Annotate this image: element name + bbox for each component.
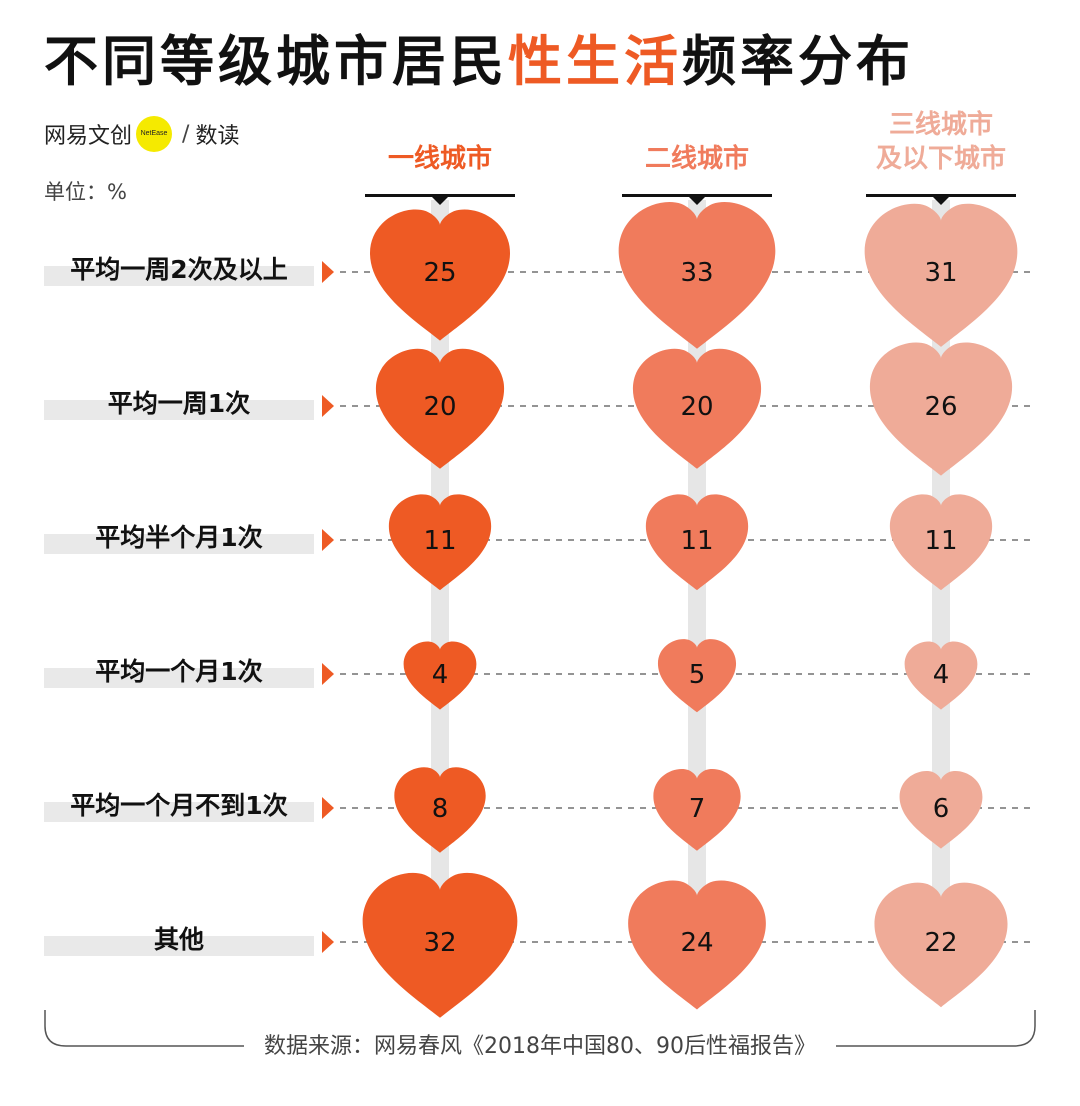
- column-header: 二线城市: [617, 142, 777, 176]
- brand-logo: 网易文创 NetEase / 数读: [44, 114, 239, 154]
- data-label: 32: [423, 928, 456, 958]
- heart-mark: [370, 209, 510, 341]
- data-label: 11: [423, 526, 456, 556]
- heart-mark: [869, 342, 1013, 476]
- row-label: 平均一周2次及以上: [70, 255, 288, 284]
- column-pointer-icon: [432, 197, 448, 205]
- row-label-bar: [44, 400, 314, 420]
- column-header-line: 二线城市: [644, 144, 749, 174]
- column-header-rule: [622, 194, 772, 197]
- data-label: 25: [423, 258, 456, 288]
- brand-name: 网易文创: [44, 124, 133, 149]
- data-label: 20: [680, 392, 713, 422]
- heart-shape: [632, 348, 762, 469]
- data-label: 31: [924, 258, 957, 288]
- row-label: 平均一个月1次: [95, 657, 263, 686]
- heart-shape: [388, 494, 492, 591]
- heart-mark: [403, 641, 477, 710]
- data-label: 11: [680, 526, 713, 556]
- row-label-bar: [44, 534, 314, 554]
- row-label: 其他: [153, 925, 204, 954]
- heart-shape: [657, 639, 737, 713]
- row-label: 平均一周1次: [107, 389, 251, 418]
- heart-mark: [653, 769, 741, 851]
- heart-shape: [864, 203, 1018, 347]
- column-header-line: 及以下城市: [875, 144, 1006, 174]
- heart-mark: [889, 494, 993, 591]
- heart-mark: [645, 494, 749, 591]
- column-pointer-icon: [933, 197, 949, 205]
- heart-mark: [904, 641, 978, 710]
- title-highlight: 性生活: [508, 30, 682, 93]
- row-label: 平均半个月1次: [95, 523, 263, 552]
- row-arrow-icon: [322, 663, 334, 685]
- heart-shape: [645, 494, 749, 591]
- heart-shape: [889, 494, 993, 591]
- heart-shape: [375, 348, 505, 469]
- column-header-line: 一线城市: [387, 144, 492, 174]
- brand-sub: 数读: [195, 124, 240, 149]
- heart-mark: [362, 872, 518, 1018]
- data-label: 22: [924, 928, 957, 958]
- heart-shape: [394, 767, 486, 853]
- data-label: 26: [924, 392, 957, 422]
- data-label: 7: [689, 794, 706, 824]
- row-arrow-icon: [322, 797, 334, 819]
- heart-shape: [362, 872, 518, 1018]
- heart-shape: [904, 641, 978, 710]
- column-header-rule: [365, 194, 515, 197]
- heart-shape: [869, 342, 1013, 476]
- column-header: 三线城市 及以下城市: [861, 108, 1021, 176]
- heart-mark: [657, 639, 737, 713]
- title-part1: 不同等级城市居民: [44, 30, 508, 93]
- row-arrow-icon: [322, 529, 334, 551]
- heart-mark: [874, 882, 1008, 1008]
- heart-mark: [375, 348, 505, 469]
- source-text: 数据来源：网易春风《2018年中国80、90后性福报告》: [244, 1034, 836, 1059]
- column-pointer-icon: [689, 197, 705, 205]
- heart-shape: [899, 770, 983, 849]
- data-label: 8: [432, 794, 449, 824]
- heart-shape: [370, 209, 510, 341]
- data-label: 4: [933, 660, 950, 690]
- column-header: 一线城市: [360, 142, 520, 176]
- row-arrow-icon: [322, 931, 334, 953]
- heart-mark: [388, 494, 492, 591]
- heart-mark: [628, 880, 766, 1010]
- data-label: 6: [933, 794, 950, 824]
- heart-shape: [653, 769, 741, 851]
- brand-slash: /: [182, 121, 190, 147]
- heart-mark: [632, 348, 762, 469]
- source-footer: 数据来源：网易春风《2018年中国80、90后性福报告》: [44, 1008, 1036, 1059]
- data-label: 5: [689, 660, 706, 690]
- row-arrow-icon: [322, 261, 334, 283]
- netease-badge-icon: NetEase: [136, 116, 173, 152]
- heart-mark: [394, 767, 486, 853]
- unit-label: 单位：%: [44, 180, 127, 204]
- heart-shape: [628, 880, 766, 1010]
- row-label: 平均一个月不到1次: [70, 791, 288, 820]
- data-label: 20: [423, 392, 456, 422]
- heart-mark: [618, 202, 776, 349]
- heart-shape: [403, 641, 477, 710]
- row-label-bar: [44, 668, 314, 688]
- data-label: 24: [680, 928, 713, 958]
- row-label-bar: [44, 266, 314, 286]
- row-label-bar: [44, 936, 314, 956]
- row-arrow-icon: [322, 395, 334, 417]
- title-part2: 频率分布: [682, 30, 914, 93]
- data-label: 4: [432, 660, 449, 690]
- heart-mark: [864, 203, 1018, 347]
- data-label: 11: [924, 526, 957, 556]
- page-title: 不同等级城市居民性生活频率分布: [44, 22, 914, 102]
- row-label-bar: [44, 802, 314, 822]
- heart-shape: [618, 202, 776, 349]
- heart-shape: [874, 882, 1008, 1008]
- heart-mark: [899, 770, 983, 849]
- data-label: 33: [680, 258, 713, 288]
- column-header-line: 三线城市: [888, 110, 993, 140]
- column-header-rule: [866, 194, 1016, 197]
